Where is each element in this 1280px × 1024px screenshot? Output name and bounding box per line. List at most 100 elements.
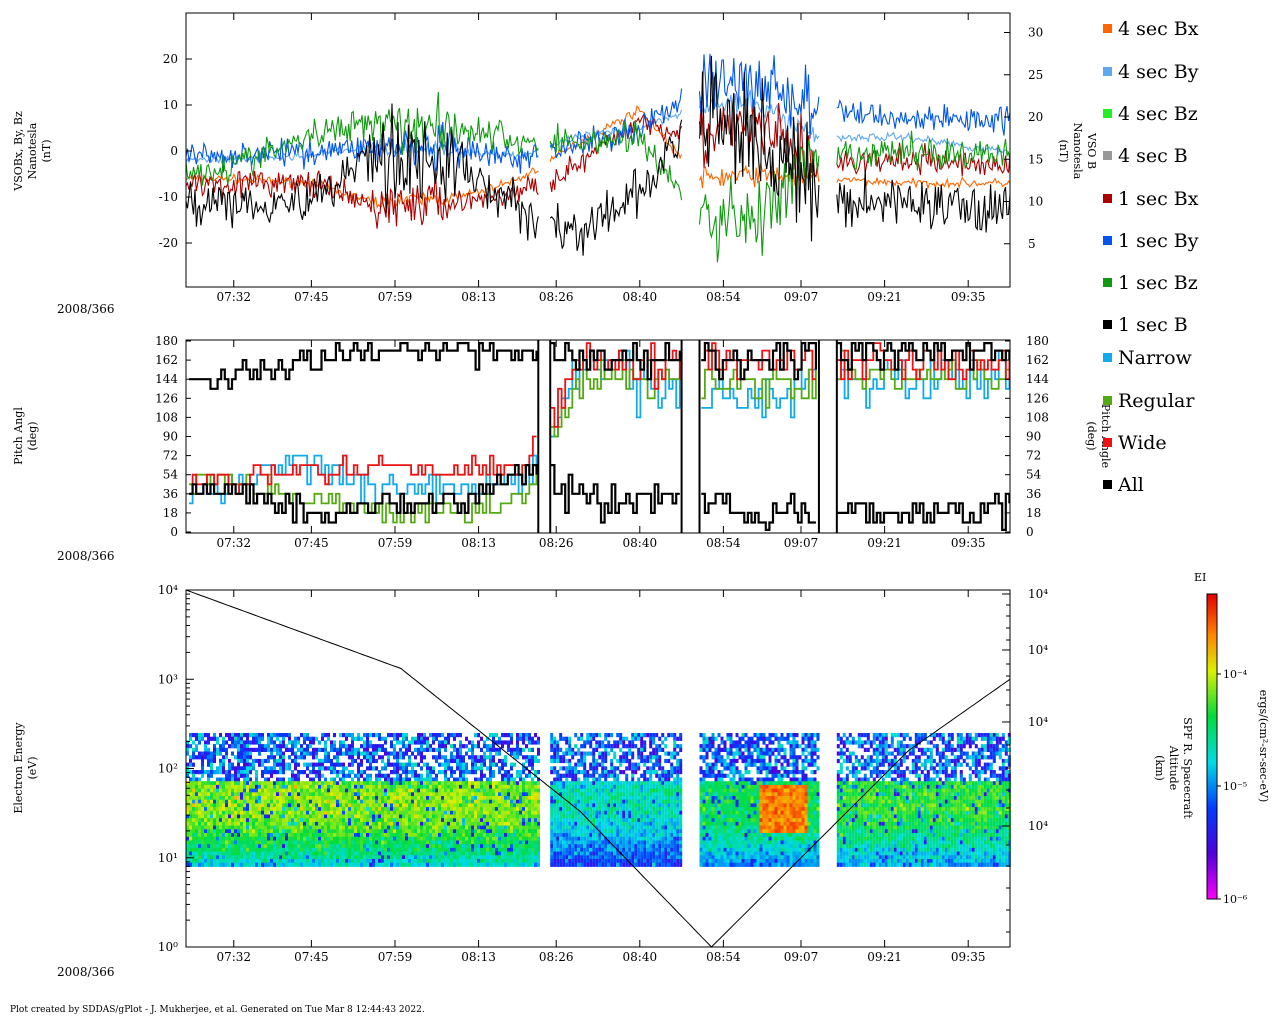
spectrogram-cell (565, 833, 569, 838)
spectrogram-cell (300, 770, 303, 775)
spectrogram-cell (294, 758, 297, 764)
spectrogram-cell (195, 844, 198, 849)
spectrogram-cell (369, 799, 372, 804)
spectrogram-cell (351, 803, 354, 808)
spectrogram-cell (423, 855, 426, 860)
spectrogram-cell (402, 807, 405, 812)
spectrogram-cell (231, 773, 234, 778)
spectrogram-cell (420, 755, 423, 760)
spectrogram-cell (528, 847, 531, 853)
spectrogram-cell (501, 733, 504, 738)
spectrogram-cell (201, 836, 204, 841)
spectrogram-cell (480, 784, 483, 790)
spectrogram-cell (474, 777, 477, 782)
spectrogram-cell (489, 840, 492, 845)
spectrogram-cell (351, 810, 354, 815)
spectrogram-cell (537, 844, 540, 849)
spectrogram-cell (279, 747, 282, 752)
spectrogram-cell (586, 777, 590, 782)
spectrogram-cell (372, 803, 375, 808)
spectrogram-cell (186, 862, 189, 867)
spectrogram-cell (435, 758, 438, 764)
spectrogram-cell (646, 796, 650, 801)
spectrogram-cell (351, 777, 354, 782)
spectrogram-cell (483, 859, 486, 864)
spectrogram-cell (234, 736, 237, 741)
spectrogram-cell (339, 810, 342, 815)
spectrogram-cell (441, 855, 444, 860)
spectrogram-cell (474, 818, 477, 823)
spectrogram-cell (306, 799, 309, 804)
spectrogram-cell (586, 807, 590, 812)
spectrogram-cell (507, 747, 510, 752)
spectrogram-cell (586, 859, 590, 864)
spectrogram-cell (342, 803, 345, 808)
spectrogram-cell (631, 829, 635, 834)
spectrogram-cell (336, 840, 339, 845)
spectrogram-cell (351, 796, 354, 801)
spectrogram-cell (438, 803, 441, 808)
spectrogram-cell (471, 803, 474, 808)
spectrogram-cell (405, 862, 408, 867)
spectrogram-cell (189, 821, 192, 827)
spectrogram-cell (372, 799, 375, 804)
spectrogram-cell (438, 862, 441, 867)
spectrogram-cell (423, 755, 426, 760)
spectrogram-cell (655, 762, 659, 767)
spectrogram-cell (294, 777, 297, 782)
spectrogram-cell (565, 810, 569, 815)
spectrogram-cell (646, 755, 650, 760)
spectrogram-cell (525, 803, 528, 808)
spectrogram-cell (507, 829, 510, 834)
spectrogram-cell (360, 814, 363, 819)
spectrogram-cell (321, 840, 324, 845)
spectrogram-cell (456, 829, 459, 834)
spectrogram-cell (378, 810, 381, 815)
spectrogram-cell (522, 844, 525, 849)
spectrogram-cell (550, 833, 554, 838)
spectrogram-cell (556, 740, 560, 745)
spectrogram-cell (640, 855, 644, 860)
spectrogram-cell (610, 747, 614, 752)
spectrogram-cell (625, 766, 629, 771)
spectrogram-cell (189, 829, 192, 834)
spectrogram-cell (228, 803, 231, 808)
spectrogram-cell (640, 851, 644, 856)
spectrogram-cell (528, 736, 531, 741)
spectrogram-cell (375, 781, 378, 786)
spectrogram-cell (234, 840, 237, 845)
spectrogram-cell (550, 733, 554, 738)
spectrogram-cell (438, 770, 441, 775)
spectrogram-cell (210, 851, 213, 856)
spectrogram-cell (550, 799, 554, 804)
spectrogram-cell (195, 840, 198, 845)
spectrogram-cell (228, 792, 231, 797)
spectrogram-cell (234, 814, 237, 819)
spectrogram-cell (207, 862, 210, 867)
spectrogram-cell (204, 788, 207, 793)
spectrogram-cell (537, 781, 540, 786)
spectrogram-cell (186, 803, 189, 808)
spectrogram-cell (568, 766, 572, 771)
spectrogram-cell (225, 781, 228, 786)
spectrogram-cell (345, 836, 348, 841)
spectrogram-cell (444, 755, 447, 760)
spectrogram-cell (408, 859, 411, 864)
spectrogram-cell (604, 773, 608, 778)
spectrogram-cell (414, 825, 417, 830)
spectrogram-cell (646, 851, 650, 856)
spectrogram-cell (270, 781, 273, 786)
spectrogram-cell (405, 766, 408, 771)
spectrogram-cell (441, 847, 444, 853)
spectrogram-cell (441, 770, 444, 775)
spectrogram-cell (216, 844, 219, 849)
spectrogram-cell (474, 792, 477, 797)
spectrogram-cell (531, 747, 534, 752)
spectrogram-cell (240, 855, 243, 860)
spectrogram-cell (246, 862, 249, 867)
spectrogram-cell (243, 844, 246, 849)
spectrogram-cell (510, 796, 513, 801)
spectrogram-cell (438, 799, 441, 804)
spectrogram-cell (489, 788, 492, 793)
spectrogram-cell (565, 751, 569, 756)
